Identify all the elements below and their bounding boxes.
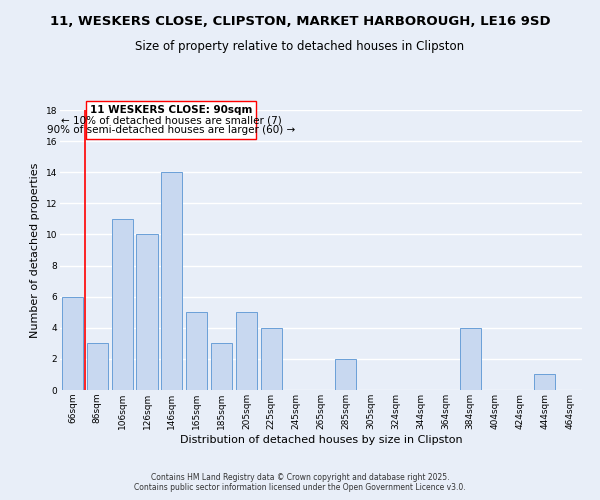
Bar [62, 296, 83, 390]
Bar [136, 234, 158, 390]
FancyBboxPatch shape [86, 100, 256, 139]
Bar [161, 172, 182, 390]
Bar [87, 344, 108, 390]
Text: Size of property relative to detached houses in Clipston: Size of property relative to detached ho… [136, 40, 464, 53]
Text: 90% of semi-detached houses are larger (60) →: 90% of semi-detached houses are larger (… [47, 125, 295, 135]
Text: Contains public sector information licensed under the Open Government Licence v3: Contains public sector information licen… [134, 484, 466, 492]
Text: 11, WESKERS CLOSE, CLIPSTON, MARKET HARBOROUGH, LE16 9SD: 11, WESKERS CLOSE, CLIPSTON, MARKET HARB… [50, 15, 550, 28]
Bar [236, 312, 257, 390]
Bar [335, 359, 356, 390]
Y-axis label: Number of detached properties: Number of detached properties [30, 162, 40, 338]
X-axis label: Distribution of detached houses by size in Clipston: Distribution of detached houses by size … [179, 434, 463, 444]
Bar [112, 219, 133, 390]
Bar [534, 374, 555, 390]
Bar [186, 312, 207, 390]
Text: Contains HM Land Registry data © Crown copyright and database right 2025.: Contains HM Land Registry data © Crown c… [151, 474, 449, 482]
Bar [261, 328, 282, 390]
Bar [460, 328, 481, 390]
Text: 11 WESKERS CLOSE: 90sqm: 11 WESKERS CLOSE: 90sqm [90, 106, 253, 116]
Text: ← 10% of detached houses are smaller (7): ← 10% of detached houses are smaller (7) [61, 116, 281, 126]
Bar [211, 344, 232, 390]
